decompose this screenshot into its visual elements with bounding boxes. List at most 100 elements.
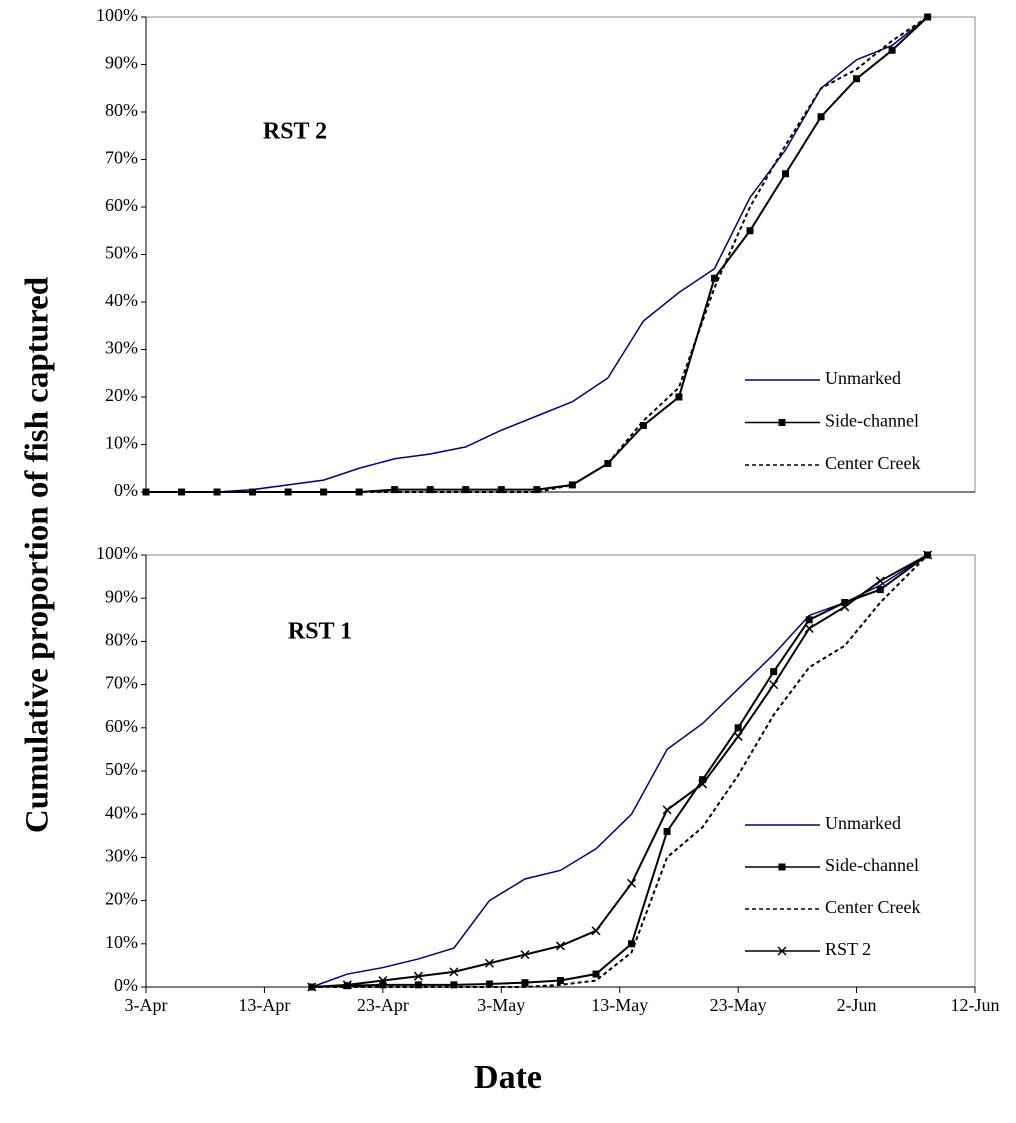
marker bbox=[734, 724, 742, 732]
y-tick-label: 50% bbox=[105, 759, 138, 779]
y-tick-label: 90% bbox=[105, 53, 138, 73]
marker bbox=[924, 13, 932, 21]
marker bbox=[662, 805, 672, 815]
plot-frame bbox=[145, 554, 976, 988]
y-tick-label: 0% bbox=[114, 975, 138, 995]
marker bbox=[841, 599, 849, 607]
marker bbox=[521, 979, 529, 987]
marker bbox=[413, 971, 423, 981]
y-tick-label: 80% bbox=[105, 630, 138, 650]
marker bbox=[675, 393, 683, 401]
series-line bbox=[146, 16, 929, 493]
series-line bbox=[311, 554, 929, 988]
panel-label: RST 1 bbox=[288, 619, 352, 645]
marker bbox=[699, 776, 707, 784]
marker bbox=[698, 779, 708, 789]
x-tick-label: 2-Jun bbox=[837, 995, 877, 1015]
x-tick-label: 23-May bbox=[710, 995, 767, 1015]
x-tick-label: 3-Apr bbox=[125, 995, 168, 1015]
marker bbox=[875, 576, 885, 586]
x-tick-label: 13-Apr bbox=[238, 995, 290, 1015]
marker bbox=[710, 274, 718, 282]
legend-label: Side-channel bbox=[825, 411, 919, 431]
marker bbox=[378, 975, 388, 986]
marker bbox=[450, 981, 458, 989]
marker bbox=[782, 170, 790, 178]
marker bbox=[533, 486, 541, 494]
marker bbox=[876, 586, 884, 594]
y-tick-label: 50% bbox=[105, 243, 138, 263]
marker bbox=[840, 602, 850, 612]
marker bbox=[462, 486, 470, 494]
y-tick-label: 40% bbox=[105, 802, 138, 822]
y-tick-label: 60% bbox=[105, 716, 138, 736]
marker bbox=[770, 668, 778, 676]
y-axis-title: Cumulative proportion of fish captured bbox=[20, 277, 56, 833]
legend-label: Side-channel bbox=[825, 855, 919, 875]
marker bbox=[484, 958, 494, 968]
y-tick-label: 20% bbox=[105, 385, 138, 405]
marker bbox=[853, 75, 861, 83]
marker bbox=[817, 113, 825, 121]
marker bbox=[777, 946, 787, 956]
y-tick-label: 60% bbox=[105, 195, 138, 215]
y-tick-label: 20% bbox=[105, 889, 138, 909]
marker bbox=[485, 980, 493, 988]
marker bbox=[733, 731, 743, 741]
x-axis-title: Date bbox=[474, 1059, 542, 1096]
series-line bbox=[146, 16, 929, 493]
y-tick-label: 10% bbox=[105, 433, 138, 453]
marker bbox=[628, 940, 636, 948]
marker bbox=[520, 950, 530, 960]
marker bbox=[426, 486, 434, 494]
legend-label: RST 2 bbox=[825, 939, 871, 959]
marker bbox=[449, 967, 459, 977]
y-tick-label: 90% bbox=[105, 586, 138, 606]
y-tick-label: 30% bbox=[105, 846, 138, 866]
x-tick-label: 13-May bbox=[591, 995, 648, 1015]
marker bbox=[592, 970, 600, 978]
y-tick-label: 40% bbox=[105, 290, 138, 310]
marker bbox=[639, 422, 647, 429]
y-tick-label: 80% bbox=[105, 100, 138, 120]
marker bbox=[778, 419, 786, 426]
marker bbox=[805, 616, 813, 624]
x-tick-label: 23-Apr bbox=[357, 995, 409, 1015]
marker bbox=[778, 863, 786, 871]
y-tick-label: 0% bbox=[114, 480, 138, 500]
series-line bbox=[146, 16, 929, 493]
marker bbox=[307, 982, 317, 992]
y-tick-label: 70% bbox=[105, 148, 138, 168]
marker bbox=[627, 878, 637, 888]
series-line bbox=[311, 554, 929, 988]
y-tick-label: 10% bbox=[105, 932, 138, 952]
legend-label: Unmarked bbox=[825, 368, 901, 388]
marker bbox=[557, 977, 564, 985]
y-tick-label: 70% bbox=[105, 673, 138, 693]
legend-label: Center Creek bbox=[825, 453, 920, 473]
legend-label: Center Creek bbox=[825, 897, 920, 917]
series-line bbox=[311, 554, 929, 988]
marker bbox=[923, 550, 933, 560]
y-tick-label: 100% bbox=[96, 543, 138, 563]
marker bbox=[379, 981, 387, 989]
marker bbox=[414, 981, 422, 989]
legend-label: Unmarked bbox=[825, 813, 901, 833]
marker bbox=[804, 623, 814, 633]
y-tick-label: 100% bbox=[96, 5, 138, 25]
marker bbox=[342, 980, 352, 990]
y-tick-label: 30% bbox=[105, 338, 138, 358]
marker bbox=[604, 460, 612, 467]
marker bbox=[497, 486, 505, 494]
marker bbox=[663, 827, 671, 835]
marker bbox=[769, 680, 779, 690]
marker bbox=[391, 486, 399, 494]
marker bbox=[746, 227, 754, 235]
marker bbox=[591, 926, 601, 936]
marker bbox=[555, 941, 566, 951]
panel-label: RST 2 bbox=[263, 119, 327, 145]
x-tick-label: 3-May bbox=[477, 995, 525, 1015]
series-line bbox=[311, 554, 929, 988]
marker bbox=[888, 46, 896, 54]
